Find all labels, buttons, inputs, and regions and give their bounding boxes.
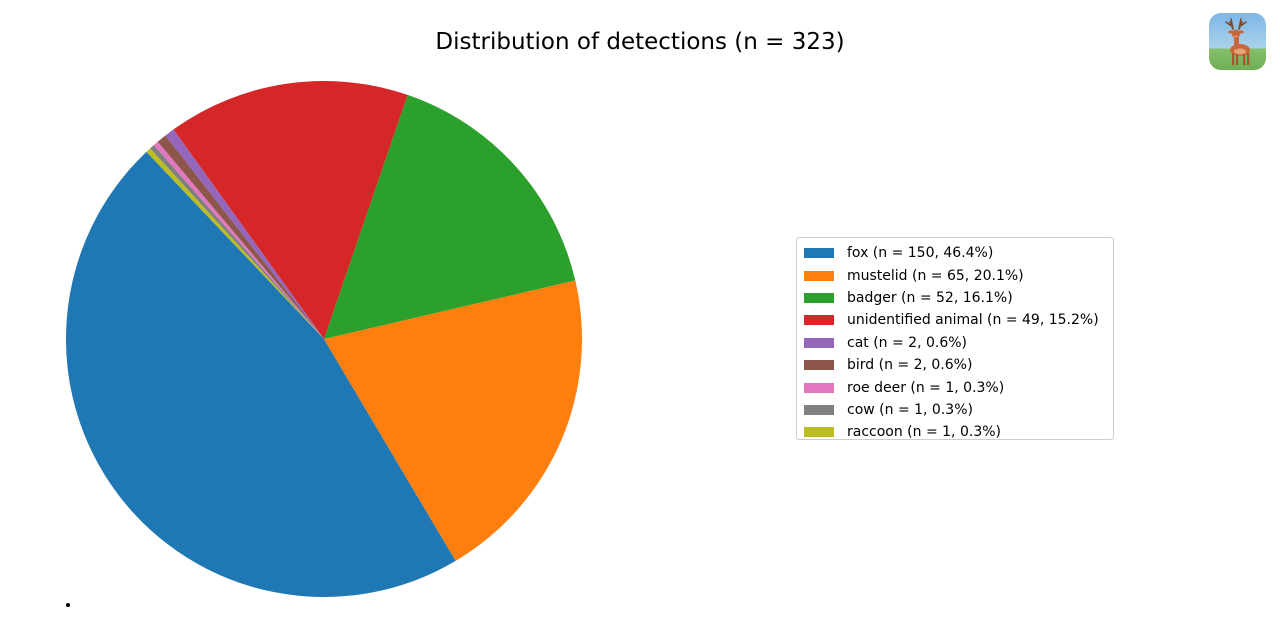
pie-slice-unidentified-animal bbox=[173, 80, 408, 340]
pie-slice-raccoon bbox=[146, 148, 324, 339]
legend-label: cow (n = 1, 0.3%) bbox=[847, 401, 973, 418]
legend-item: unidentified animal (n = 49, 15.2%) bbox=[804, 309, 1113, 331]
pie-chart bbox=[65, 80, 583, 598]
legend-label: fox (n = 150, 46.4%) bbox=[847, 245, 994, 262]
legend-item: fox (n = 150, 46.4%) bbox=[804, 242, 1113, 264]
stray-dot bbox=[66, 603, 70, 607]
legend-item: cow (n = 1, 0.3%) bbox=[804, 399, 1113, 421]
pie-slice-cow bbox=[150, 145, 324, 339]
legend-label: roe deer (n = 1, 0.3%) bbox=[847, 379, 1005, 396]
legend-swatch bbox=[804, 404, 834, 415]
legend-label: unidentified animal (n = 49, 15.2%) bbox=[847, 312, 1099, 329]
deer-icon[interactable] bbox=[1209, 13, 1266, 70]
pie-slice-roe-deer bbox=[153, 141, 324, 339]
legend-swatch bbox=[804, 270, 834, 281]
legend-swatch bbox=[804, 427, 834, 438]
legend-item: badger (n = 52, 16.1%) bbox=[804, 287, 1113, 309]
legend-label: bird (n = 2, 0.6%) bbox=[847, 357, 973, 374]
legend-label: badger (n = 52, 16.1%) bbox=[847, 289, 1013, 306]
legend-swatch bbox=[804, 382, 834, 393]
legend-swatch bbox=[804, 292, 834, 303]
chart-title: Distribution of detections (n = 323) bbox=[435, 29, 845, 55]
legend-item: roe deer (n = 1, 0.3%) bbox=[804, 376, 1113, 398]
legend-swatch bbox=[804, 360, 834, 371]
pie-slice-badger bbox=[324, 94, 576, 340]
legend-item: raccoon (n = 1, 0.3%) bbox=[804, 421, 1113, 443]
pie-slice-fox bbox=[65, 151, 456, 598]
legend-label: cat (n = 2, 0.6%) bbox=[847, 334, 968, 351]
legend-item: cat (n = 2, 0.6%) bbox=[804, 332, 1113, 354]
legend-swatch bbox=[804, 337, 834, 348]
legend-swatch bbox=[804, 248, 834, 259]
legend-label: mustelid (n = 65, 20.1%) bbox=[847, 267, 1024, 284]
pie-slice-cat bbox=[165, 129, 324, 339]
chart-legend: fox (n = 150, 46.4%) mustelid (n = 65, 20… bbox=[796, 237, 1114, 440]
legend-label: raccoon (n = 1, 0.3%) bbox=[847, 424, 1001, 441]
legend-item: bird (n = 2, 0.6%) bbox=[804, 354, 1113, 376]
legend-item: mustelid (n = 65, 20.1%) bbox=[804, 264, 1113, 286]
legend-swatch bbox=[804, 315, 834, 326]
pie-slice-mustelid bbox=[324, 280, 583, 561]
pie-slice-bird bbox=[157, 135, 324, 339]
